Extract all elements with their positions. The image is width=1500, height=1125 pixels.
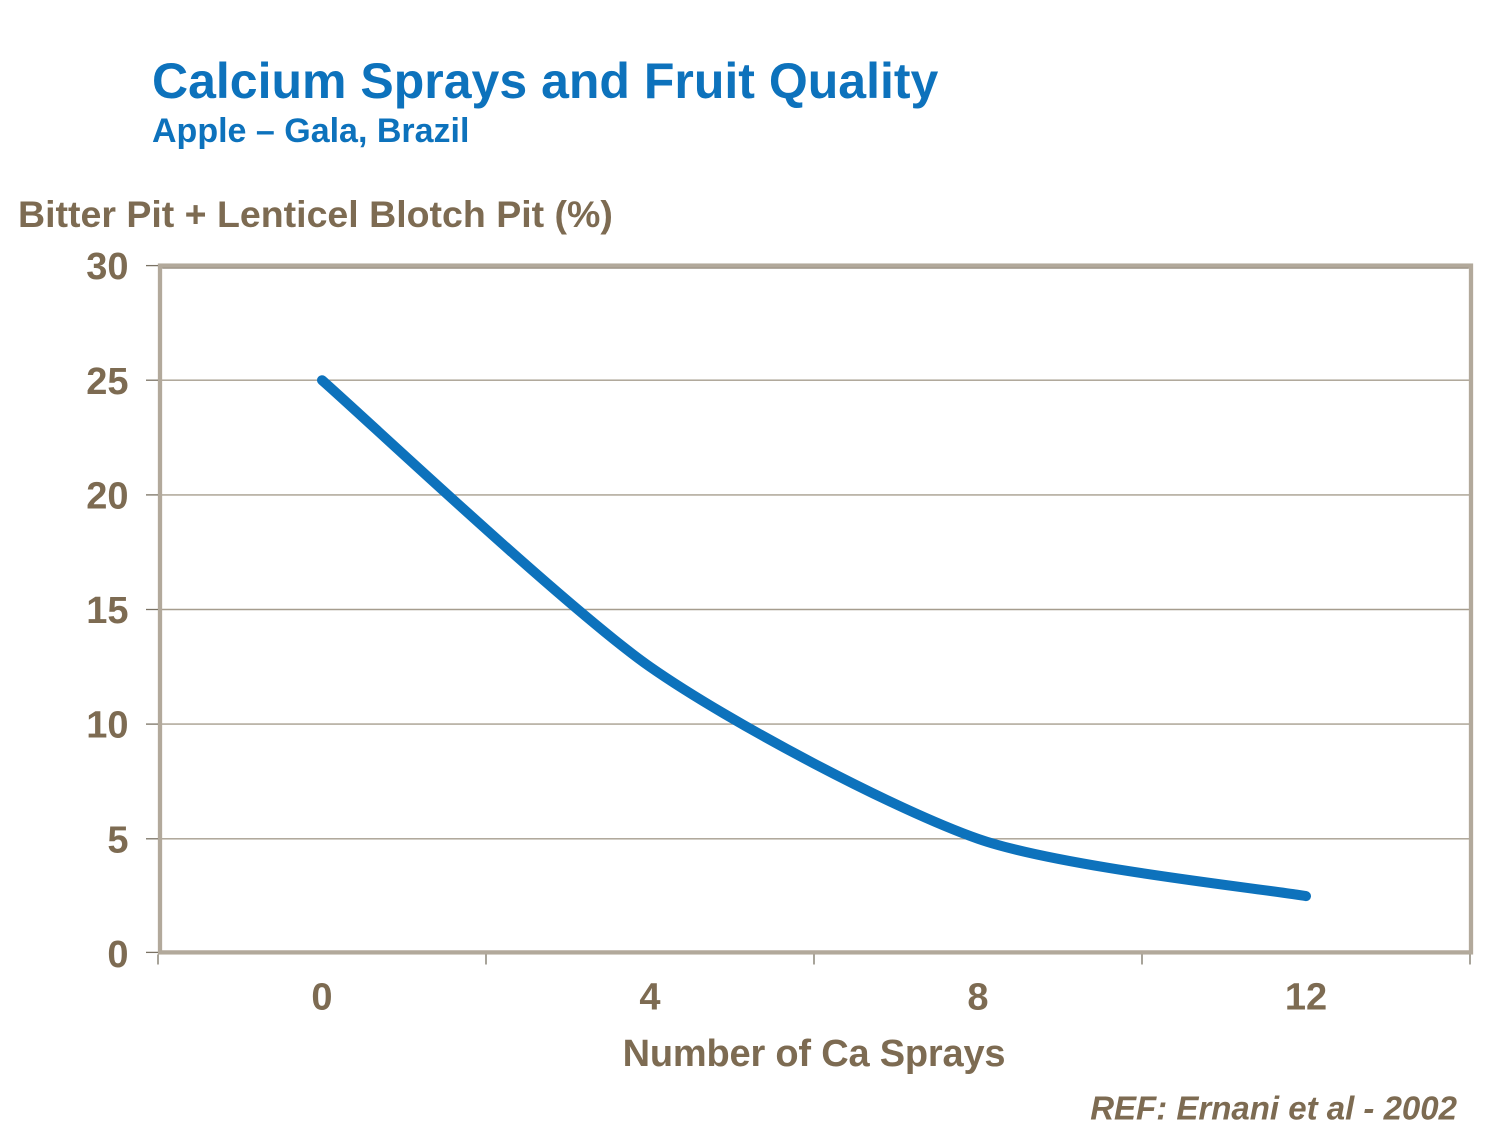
svg-text:5: 5 — [107, 819, 128, 861]
svg-text:10: 10 — [86, 705, 128, 747]
svg-text:0: 0 — [311, 977, 332, 1019]
svg-text:12: 12 — [1285, 977, 1327, 1019]
svg-text:4: 4 — [639, 977, 660, 1019]
svg-text:15: 15 — [86, 590, 128, 632]
svg-text:30: 30 — [86, 246, 128, 288]
svg-text:Calcium Sprays and Fruit Quali: Calcium Sprays and Fruit Quality — [152, 53, 938, 109]
svg-text:0: 0 — [107, 934, 128, 976]
svg-text:Bitter Pit + Lenticel Blotch P: Bitter Pit + Lenticel Blotch Pit (%) — [18, 193, 613, 235]
svg-text:Apple – Gala, Brazil: Apple – Gala, Brazil — [152, 112, 469, 150]
svg-text:Number of Ca Sprays: Number of Ca Sprays — [623, 1033, 1006, 1075]
svg-text:25: 25 — [86, 361, 128, 403]
svg-text:REF: Ernani et al - 2002: REF: Ernani et al - 2002 — [1090, 1090, 1457, 1125]
svg-text:8: 8 — [967, 977, 988, 1019]
svg-text:20: 20 — [86, 476, 128, 518]
